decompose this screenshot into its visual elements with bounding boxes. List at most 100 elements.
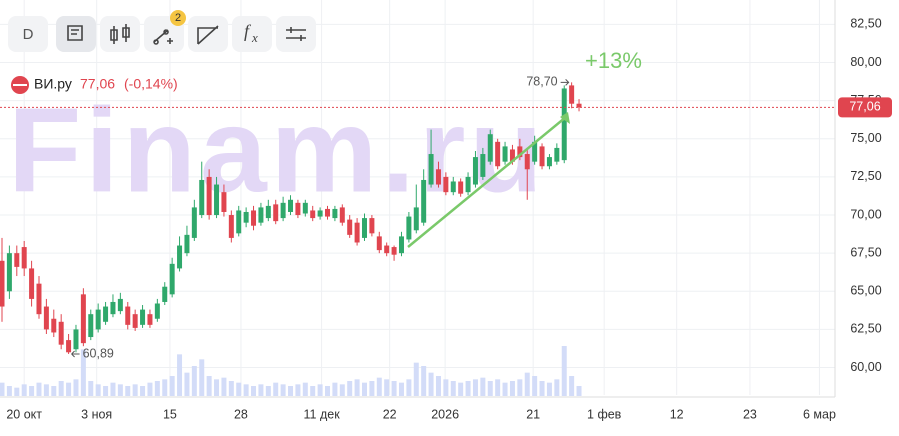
- indicator-button[interactable]: [232, 16, 272, 52]
- volume-bar: [58, 381, 64, 396]
- body: [66, 340, 72, 353]
- body: [354, 222, 360, 243]
- volume-bar: [214, 379, 220, 396]
- volume-bar: [236, 382, 242, 396]
- candle-icon: [110, 24, 130, 44]
- body: [29, 268, 35, 299]
- body: [376, 236, 382, 251]
- volume-bar: [51, 386, 57, 396]
- volume-bar: [354, 379, 360, 396]
- body: [569, 85, 575, 104]
- low-label: 60,89: [83, 346, 114, 360]
- body: [58, 321, 64, 345]
- legend: ВИ.ру 77,06 (-0,14%): [11, 76, 178, 94]
- volume-bar: [487, 381, 493, 396]
- volume-bar: [43, 384, 49, 396]
- body: [310, 210, 316, 219]
- volume-bar: [177, 354, 183, 396]
- body: [561, 88, 567, 161]
- body: [517, 146, 523, 158]
- volume-bar: [273, 382, 279, 396]
- volume-bar: [561, 346, 567, 396]
- body: [539, 146, 545, 167]
- x-tick-label: 6 мар: [803, 407, 836, 421]
- volume-bar: [502, 382, 508, 396]
- body: [576, 103, 582, 108]
- body: [532, 141, 538, 162]
- body: [206, 176, 212, 216]
- body: [458, 181, 464, 194]
- volume-bar: [95, 384, 101, 396]
- volume-bar: [384, 379, 390, 396]
- volume-bar: [539, 381, 545, 396]
- body: [428, 154, 434, 185]
- volume-bar: [191, 366, 197, 396]
- candle-button[interactable]: [100, 16, 140, 52]
- volume-bar: [524, 372, 530, 396]
- volume-bar: [376, 377, 382, 396]
- interval-button[interactable]: [8, 16, 48, 52]
- volume-bar: [310, 386, 316, 396]
- body: [199, 179, 205, 216]
- body: [406, 216, 412, 240]
- watermark: Finam.ru: [8, 84, 547, 218]
- volume-bar: [406, 379, 412, 396]
- x-tick-label: 21: [526, 407, 540, 421]
- body: [140, 309, 146, 325]
- volume-bar: [428, 372, 434, 396]
- body: [236, 210, 242, 234]
- body: [339, 207, 345, 223]
- volume-bar: [6, 386, 12, 396]
- body: [546, 157, 552, 167]
- settings-icon: [286, 27, 306, 41]
- body: [295, 202, 301, 216]
- volume-bar: [465, 381, 471, 396]
- axes: 60,0062,5065,0067,5070,0072,5075,0077,50…: [0, 0, 892, 421]
- y-tick-label: 75,00: [850, 131, 881, 145]
- body: [184, 234, 190, 254]
- x-tick-label: 2026: [431, 407, 459, 421]
- body: [332, 208, 338, 219]
- body: [554, 147, 560, 162]
- body: [347, 219, 353, 235]
- volume-bar: [576, 386, 582, 396]
- body: [169, 263, 175, 295]
- body: [369, 218, 375, 234]
- last-price: 77,06: [80, 76, 115, 92]
- x-tick-label: 11 дек: [304, 407, 341, 421]
- body: [480, 154, 486, 177]
- settings-button[interactable]: [276, 16, 316, 52]
- y-tick-label: 72,50: [850, 169, 881, 183]
- volume-bar: [169, 376, 175, 396]
- body: [21, 247, 27, 269]
- body: [0, 260, 5, 307]
- volume-bar: [295, 384, 301, 396]
- low-arrow: [71, 350, 80, 358]
- body: [302, 202, 308, 214]
- fx-label: f: [244, 21, 252, 41]
- volume-bar: [103, 386, 109, 396]
- volume-bar: [243, 384, 249, 396]
- body: [450, 181, 456, 193]
- volume-bar: [450, 381, 456, 396]
- volume-bar: [251, 386, 257, 396]
- volume-bar: [517, 379, 523, 396]
- body: [443, 176, 449, 193]
- volume-bar: [73, 379, 79, 396]
- x-tick-label: 28: [234, 407, 248, 421]
- body: [435, 169, 441, 185]
- volume-bar: [140, 386, 146, 396]
- body: [95, 309, 101, 330]
- body: [384, 245, 390, 254]
- volume-bar: [162, 379, 168, 396]
- candles: [0, 82, 582, 354]
- body: [177, 245, 183, 269]
- body: [132, 314, 138, 328]
- body: [88, 314, 94, 338]
- volume-bar: [132, 384, 138, 396]
- volume-bar: [14, 387, 20, 396]
- body: [413, 207, 419, 231]
- x-tick-label: 12: [670, 407, 684, 421]
- body: [325, 208, 331, 217]
